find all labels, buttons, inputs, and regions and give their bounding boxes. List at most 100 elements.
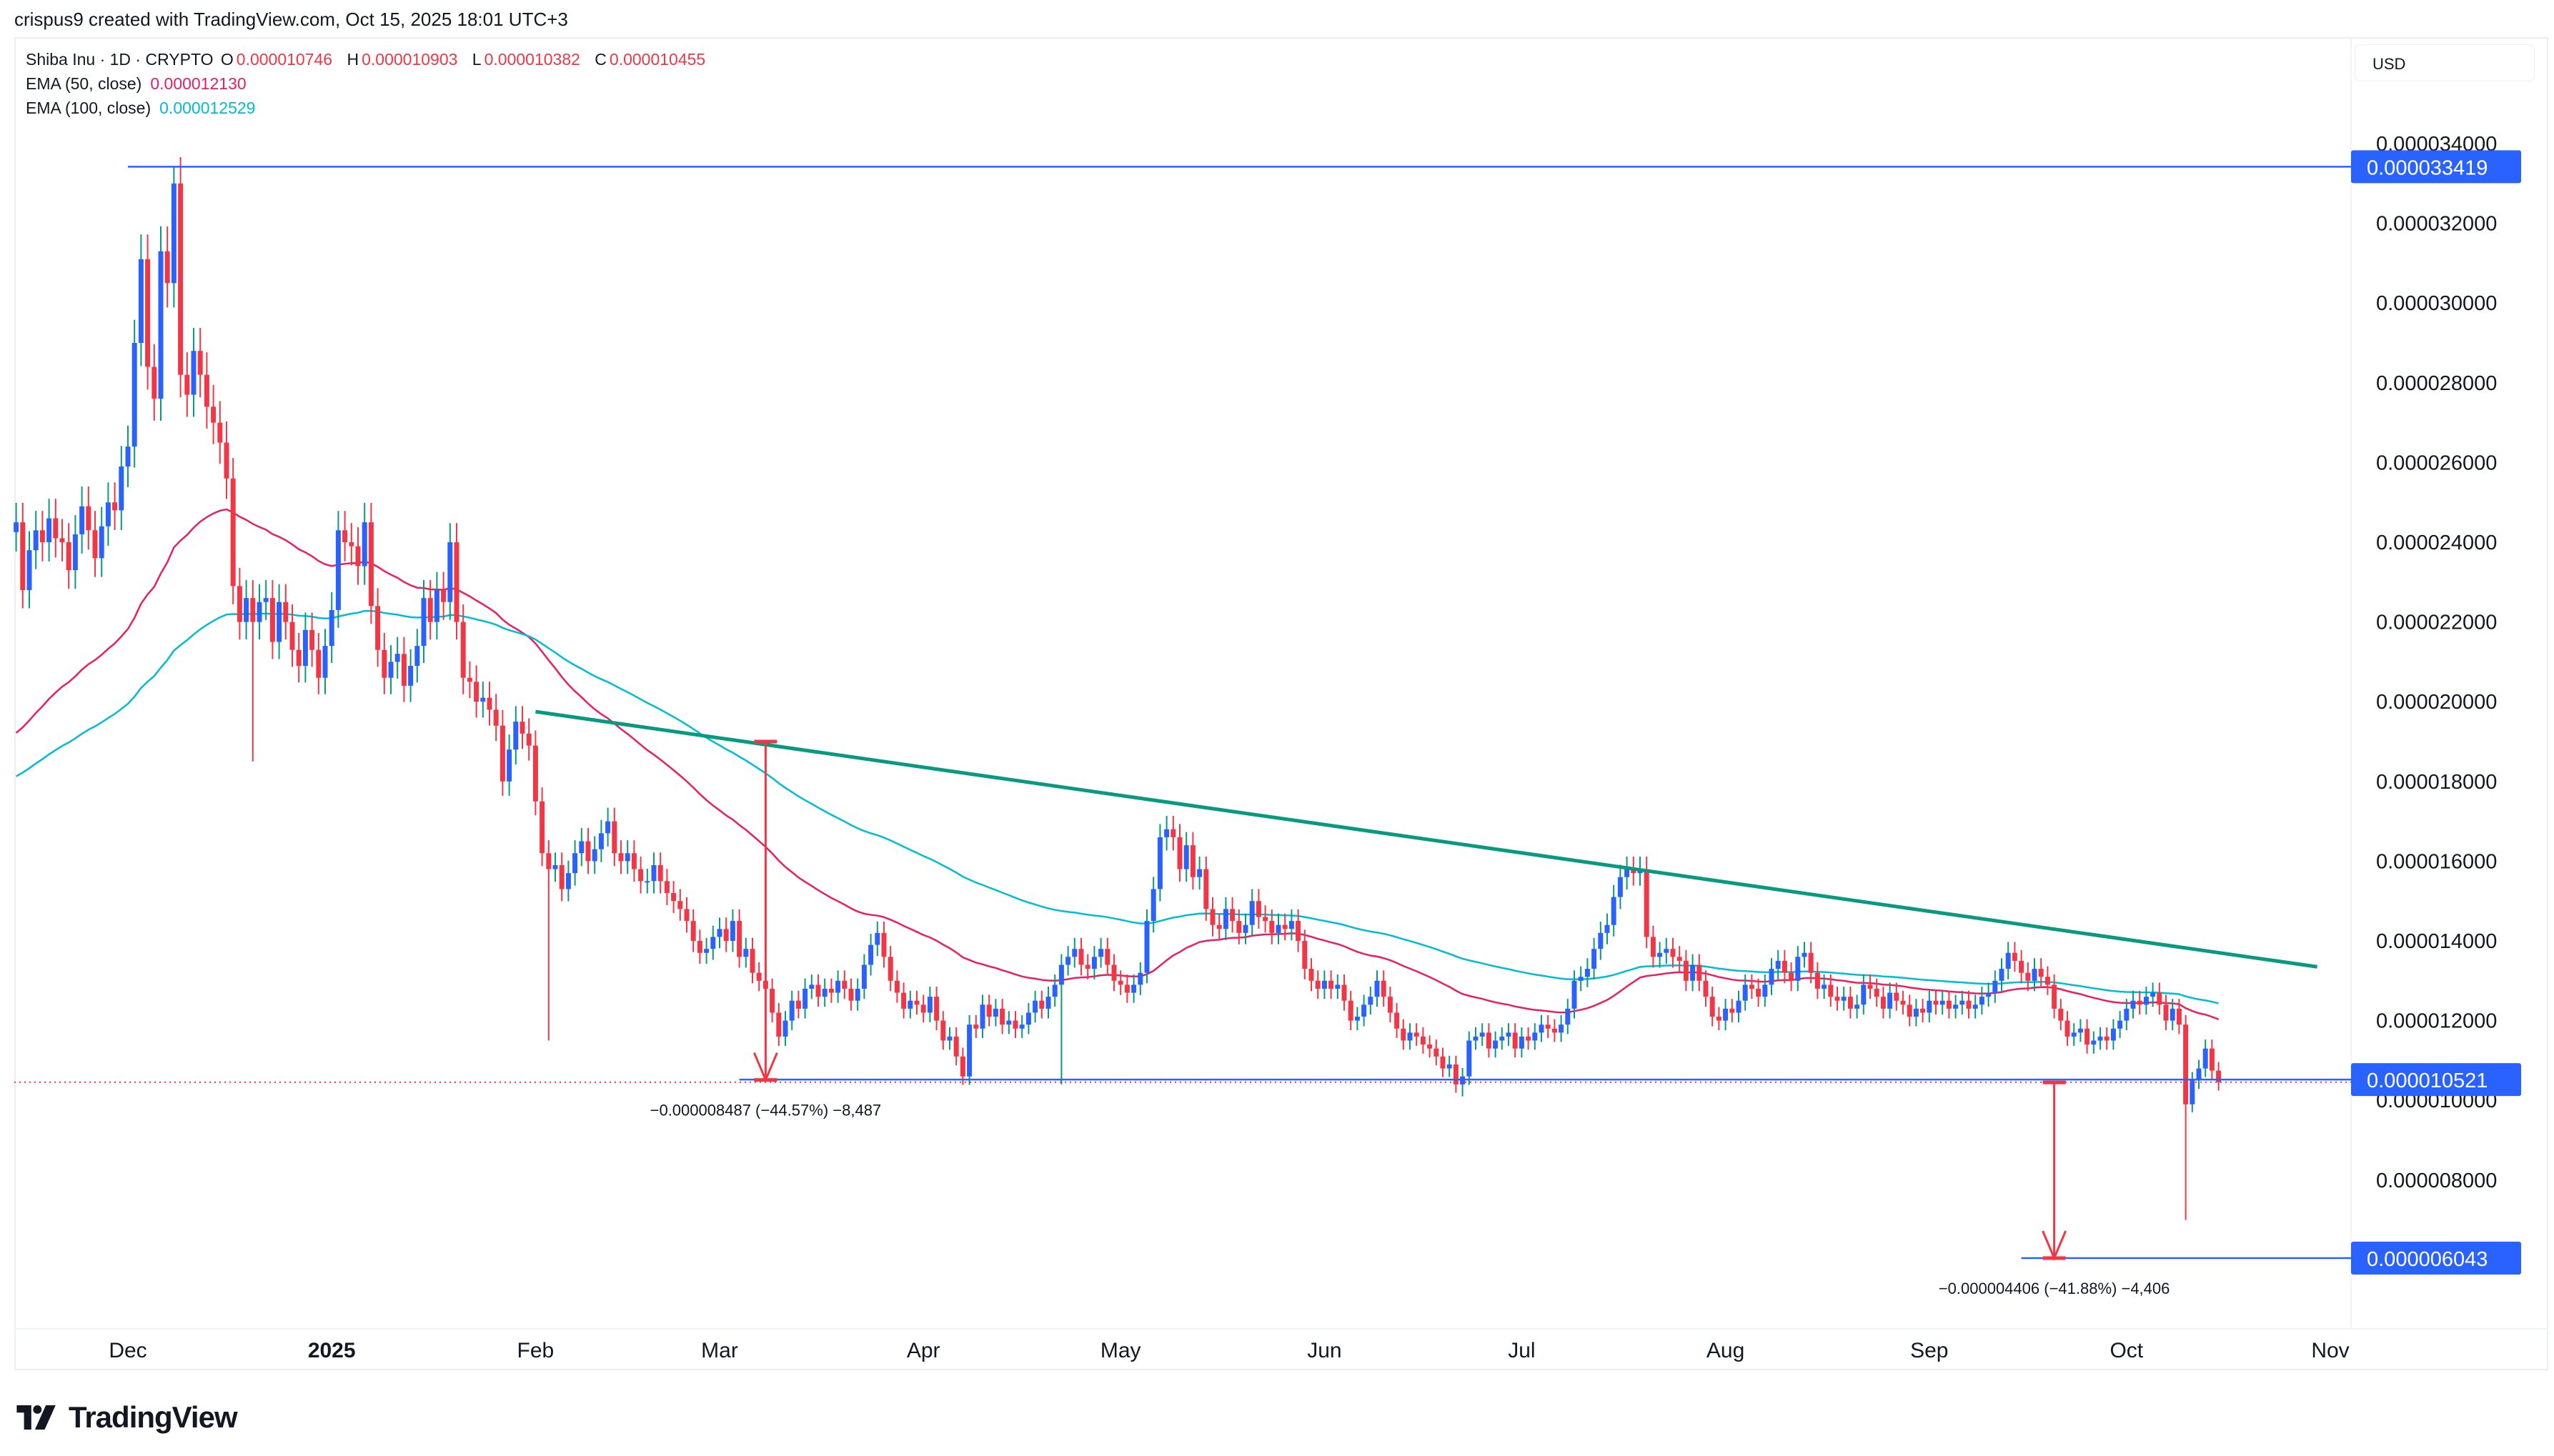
candle-body <box>1966 1000 1972 1009</box>
x-tick-label: Nov <box>2311 1339 2349 1362</box>
descending-trendline <box>535 709 2317 969</box>
candle-body <box>828 988 834 993</box>
candle-body <box>697 941 702 953</box>
candle-body <box>86 506 91 531</box>
candle-body <box>1512 1032 1518 1049</box>
candle <box>1282 913 1288 941</box>
candle-body <box>1808 952 1814 973</box>
candle <box>697 929 702 964</box>
candle <box>803 978 808 1019</box>
candle-body <box>953 1036 959 1057</box>
candle <box>1249 889 1255 937</box>
candle-body <box>277 602 282 642</box>
candle-body <box>1085 964 1090 969</box>
candle-body <box>1401 1028 1406 1041</box>
candle <box>1867 974 1873 999</box>
candle <box>737 909 742 968</box>
candle-body <box>1078 949 1084 965</box>
x-axis[interactable]: Dec 2025 Feb Mar Apr May Jun Jul Aug Sep Oct Nov <box>109 1339 2349 1362</box>
candle-body <box>795 1000 801 1009</box>
candle-body <box>349 542 354 547</box>
candle-body <box>1276 924 1281 933</box>
candle-body <box>1841 997 1847 1001</box>
candle <box>861 954 867 999</box>
price-range-measure: −0.000008487 (−44.57%) −8,487 <box>650 739 882 1120</box>
candle <box>1802 942 1807 968</box>
candle-body <box>848 988 854 1001</box>
candle <box>1440 1047 1446 1077</box>
measure-label: −0.000008487 (−44.57%) −8,487 <box>650 1102 882 1120</box>
candle <box>1269 909 1275 944</box>
candle <box>908 990 913 1019</box>
candle-body <box>2038 969 2044 977</box>
candle-body <box>1769 969 1774 985</box>
candle-body <box>1992 980 1998 993</box>
candle-body <box>1453 1064 1459 1084</box>
candle <box>1256 889 1261 929</box>
candle <box>1506 1023 1511 1046</box>
candle-body <box>1683 960 1689 981</box>
candle <box>1664 937 1669 964</box>
tradingview-logo[interactable]: TradingView <box>16 1400 238 1435</box>
candle-body <box>507 749 512 782</box>
measure-label: −0.000004406 (−41.88%) −4,406 <box>1939 1280 2170 1297</box>
candle <box>178 156 184 398</box>
candle <box>789 990 795 1030</box>
candle-body <box>664 881 670 894</box>
candle <box>717 917 722 949</box>
currency-button[interactable]: USD <box>2355 44 2535 81</box>
candle-body <box>1551 1028 1557 1033</box>
x-tick-label: 2025 <box>308 1339 356 1362</box>
candle-body <box>2032 969 2037 981</box>
candle-body <box>625 853 630 862</box>
candle <box>1164 816 1170 851</box>
candle <box>1526 1027 1531 1050</box>
candle <box>756 962 762 992</box>
candle <box>1216 913 1222 941</box>
candle-body <box>125 447 131 467</box>
candle-body <box>2157 992 2162 1005</box>
candle-body <box>750 949 755 973</box>
brand-name: TradingView <box>69 1400 238 1434</box>
candle <box>1098 937 1104 968</box>
x-tick-label: Sep <box>1910 1339 1948 1362</box>
ema50-legend[interactable]: EMA (50, close) 0.000012130 <box>26 74 249 94</box>
symbol-name[interactable]: Shiba Inu · 1D · CRYPTO <box>26 50 214 69</box>
ema100-legend[interactable]: EMA (100, close) 0.000012529 <box>26 99 258 118</box>
candle <box>750 937 755 984</box>
candle-body <box>1703 980 1709 997</box>
candle-body <box>559 864 565 889</box>
candle <box>526 718 532 761</box>
candle-body <box>1058 964 1064 985</box>
y-axis[interactable]: 0.0000340000.0000320000.0000300000.00002… <box>2376 133 2497 1192</box>
candle-body <box>1526 1036 1531 1041</box>
candle <box>1025 1002 1031 1034</box>
candle-body <box>540 801 545 854</box>
candle <box>2143 987 2149 1015</box>
candle-body <box>1335 984 1341 989</box>
candle-body <box>1091 957 1097 969</box>
candle <box>224 421 229 499</box>
candle <box>1223 897 1228 941</box>
candle-body <box>1308 969 1314 981</box>
candle <box>53 499 59 558</box>
candle <box>131 319 137 468</box>
candle-body <box>53 518 59 539</box>
candle <box>1033 990 1038 1023</box>
x-tick-label: Aug <box>1706 1339 1744 1362</box>
candle <box>230 458 236 604</box>
candle <box>540 787 545 867</box>
candle-body <box>1867 984 1873 989</box>
candle-body <box>1413 1032 1419 1037</box>
candle-body <box>920 1004 926 1013</box>
candle-body <box>2143 997 2149 1005</box>
candle <box>2124 999 2130 1030</box>
candle <box>1657 942 1663 968</box>
candle-body <box>1052 984 1058 997</box>
candle <box>1716 1007 1721 1030</box>
candle-body <box>1742 984 1748 1001</box>
candle <box>631 840 637 882</box>
candle <box>2012 942 2017 972</box>
candle <box>388 644 394 694</box>
